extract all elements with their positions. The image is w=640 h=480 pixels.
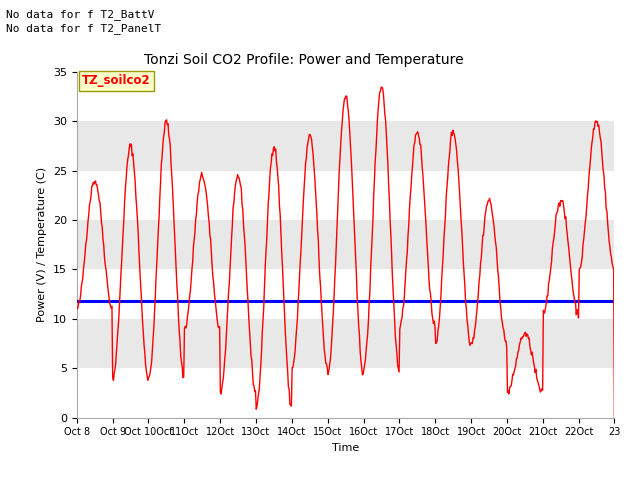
Bar xyxy=(77,269,614,319)
Text: No data for f T2_PanelT: No data for f T2_PanelT xyxy=(6,23,162,34)
Bar xyxy=(77,319,614,368)
Text: No data for f T2_BattV: No data for f T2_BattV xyxy=(6,9,155,20)
Bar xyxy=(77,220,614,269)
Y-axis label: Power (V) / Temperature (C): Power (V) / Temperature (C) xyxy=(37,167,47,323)
Legend: CR23X Temperature, CR23X Voltage: CR23X Temperature, CR23X Voltage xyxy=(178,476,513,480)
X-axis label: Time: Time xyxy=(332,443,359,453)
Bar xyxy=(77,121,614,171)
Text: Tonzi Soil CO2 Profile: Power and Temperature: Tonzi Soil CO2 Profile: Power and Temper… xyxy=(144,53,464,67)
Bar xyxy=(77,72,614,121)
Text: TZ_soilco2: TZ_soilco2 xyxy=(82,74,151,87)
Bar xyxy=(77,368,614,418)
Bar xyxy=(77,171,614,220)
